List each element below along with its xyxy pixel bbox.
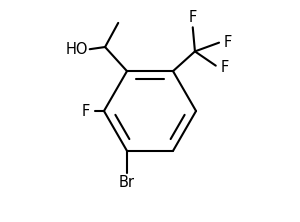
Text: F: F xyxy=(189,10,197,25)
Text: F: F xyxy=(220,60,228,75)
Text: F: F xyxy=(82,103,90,119)
Text: F: F xyxy=(224,35,232,50)
Text: HO: HO xyxy=(66,42,88,57)
Text: Br: Br xyxy=(119,175,135,190)
